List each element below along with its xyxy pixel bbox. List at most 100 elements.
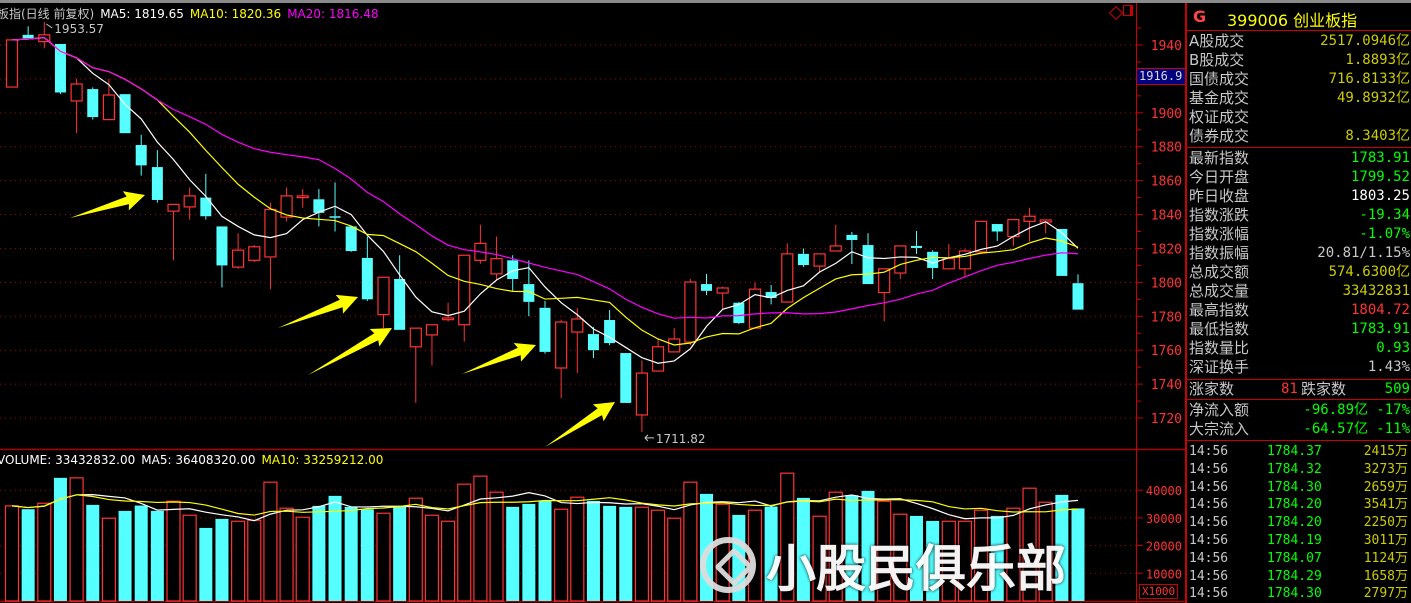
row-value: 1783.91 bbox=[1350, 321, 1410, 337]
candle bbox=[829, 224, 842, 252]
candle-body bbox=[167, 203, 180, 212]
candle-body bbox=[635, 372, 649, 416]
price-axis-label: 1720 bbox=[1151, 412, 1182, 427]
row-value: 1799.52 bbox=[1350, 169, 1410, 185]
volume-bar bbox=[263, 481, 278, 602]
ma20-line bbox=[11, 37, 1079, 319]
candle-body bbox=[54, 43, 66, 93]
row-label: 指数振幅 bbox=[1189, 244, 1250, 262]
row-label: 总成交额 bbox=[1189, 263, 1250, 281]
volume-bar bbox=[457, 483, 472, 602]
cursor-price-label: 1916.9 bbox=[1136, 68, 1186, 85]
candle bbox=[781, 243, 794, 303]
volume-bar bbox=[231, 520, 246, 602]
tick-time: 14:56 bbox=[1189, 586, 1229, 602]
candle-body bbox=[87, 89, 99, 118]
candle-body bbox=[135, 145, 147, 166]
candle bbox=[620, 353, 632, 403]
tick-price: 1784.07 bbox=[1267, 550, 1322, 566]
candle bbox=[216, 226, 228, 288]
candle bbox=[232, 233, 245, 269]
volume-bar bbox=[957, 520, 973, 602]
tick-time: 14:56 bbox=[1189, 550, 1229, 566]
row-value: 20.81/1.15% bbox=[1317, 245, 1410, 261]
row-label: 今日开盘 bbox=[1189, 168, 1250, 186]
volume-axis-label: 10000 bbox=[1146, 567, 1182, 581]
row-value: 1783.91 bbox=[1350, 150, 1410, 166]
price-axis-label: 1860 bbox=[1151, 175, 1182, 190]
volume-bar bbox=[845, 495, 859, 601]
flow-value: -96.89亿 bbox=[1303, 402, 1368, 418]
candle-body bbox=[878, 268, 891, 294]
tick-time: 14:56 bbox=[1189, 479, 1229, 495]
row-value: -1.07% bbox=[1359, 226, 1410, 242]
candle bbox=[329, 182, 341, 232]
stat-row: 指数量比 0.93 bbox=[1189, 339, 1410, 358]
candle bbox=[5, 39, 19, 88]
candle-body bbox=[441, 317, 455, 321]
low-marker-arrow-icon bbox=[644, 434, 654, 442]
down-count: 509 bbox=[1384, 381, 1410, 397]
volume-bar bbox=[619, 506, 633, 601]
tick-time: 14:56 bbox=[1189, 515, 1229, 531]
tick-time: 14:56 bbox=[1189, 533, 1229, 548]
candle-body bbox=[232, 249, 245, 268]
candle bbox=[991, 224, 1003, 241]
flow-pct: -11% bbox=[1376, 421, 1410, 437]
volume-bar bbox=[861, 490, 875, 601]
volume-bar bbox=[506, 506, 520, 601]
candle bbox=[183, 187, 196, 220]
stat-row: 指数涨跌 -19.34 bbox=[1189, 206, 1410, 225]
candle bbox=[70, 78, 83, 134]
annotation-arrow-icon bbox=[545, 402, 615, 447]
window-layout-icon[interactable] bbox=[1123, 5, 1133, 16]
row-label: 总成交量 bbox=[1189, 282, 1250, 300]
high-marker-label: 1953.57 bbox=[54, 22, 104, 36]
volume-bar bbox=[166, 500, 181, 602]
row-label: 最新指数 bbox=[1189, 149, 1250, 167]
stat-row: 昨日收盘 1803.25 bbox=[1189, 187, 1410, 206]
row-value: 8.3403亿 bbox=[1345, 128, 1410, 144]
row-value: 1804.72 bbox=[1350, 302, 1410, 318]
tick-price: 1784.20 bbox=[1267, 497, 1322, 513]
tick-price: 1784.30 bbox=[1267, 479, 1322, 495]
candle-body bbox=[910, 245, 922, 248]
candle-body bbox=[102, 94, 116, 121]
volume-bar bbox=[489, 491, 504, 602]
candle bbox=[119, 94, 131, 134]
row-value: 716.8133亿 bbox=[1328, 71, 1410, 87]
row-label: B股成交 bbox=[1189, 51, 1245, 69]
breadth-row: 涨家数 81 跌家数 509 bbox=[1189, 380, 1410, 399]
tick-volume: 3273万 bbox=[1363, 461, 1408, 477]
candle bbox=[441, 302, 455, 322]
candle-body bbox=[329, 216, 341, 218]
candle-body bbox=[813, 253, 826, 267]
row-label: 指数涨跌 bbox=[1189, 206, 1250, 224]
candle-body bbox=[539, 307, 551, 352]
candle bbox=[894, 245, 907, 279]
tick-volume: 2415万 bbox=[1363, 444, 1408, 459]
row-value: 0.93 bbox=[1376, 340, 1410, 356]
volume-axis-label: 40000 bbox=[1146, 484, 1182, 498]
volume-bar bbox=[37, 502, 52, 602]
candle bbox=[604, 310, 616, 346]
volume-bar bbox=[796, 497, 810, 601]
stat-row: 指数振幅 20.81/1.15% bbox=[1189, 244, 1410, 263]
volume-bar bbox=[328, 495, 342, 601]
stat-row: 最高指数 1804.72 bbox=[1189, 301, 1410, 320]
candle-body bbox=[716, 287, 729, 294]
ma10-line bbox=[11, 37, 1079, 346]
candle-body bbox=[927, 251, 939, 268]
volume-bar bbox=[86, 504, 100, 601]
volume-bar bbox=[554, 508, 569, 602]
volume-legend: VOLUME: 33432832.00 MA5: 36408320.00 MA10:… bbox=[0, 453, 389, 467]
volume-axis-label: 30000 bbox=[1146, 512, 1182, 526]
candle-body bbox=[684, 281, 697, 343]
candle-body bbox=[151, 167, 163, 200]
candle bbox=[910, 230, 922, 254]
kline-chart[interactable]: 1940 1900 1880 1860 1840 1820 1800 1780 1760 1740… bbox=[0, 0, 1186, 603]
candle bbox=[927, 250, 939, 279]
volume-bar bbox=[393, 506, 407, 601]
volume-bar bbox=[150, 510, 164, 601]
tick-price: 1784.37 bbox=[1267, 444, 1322, 459]
